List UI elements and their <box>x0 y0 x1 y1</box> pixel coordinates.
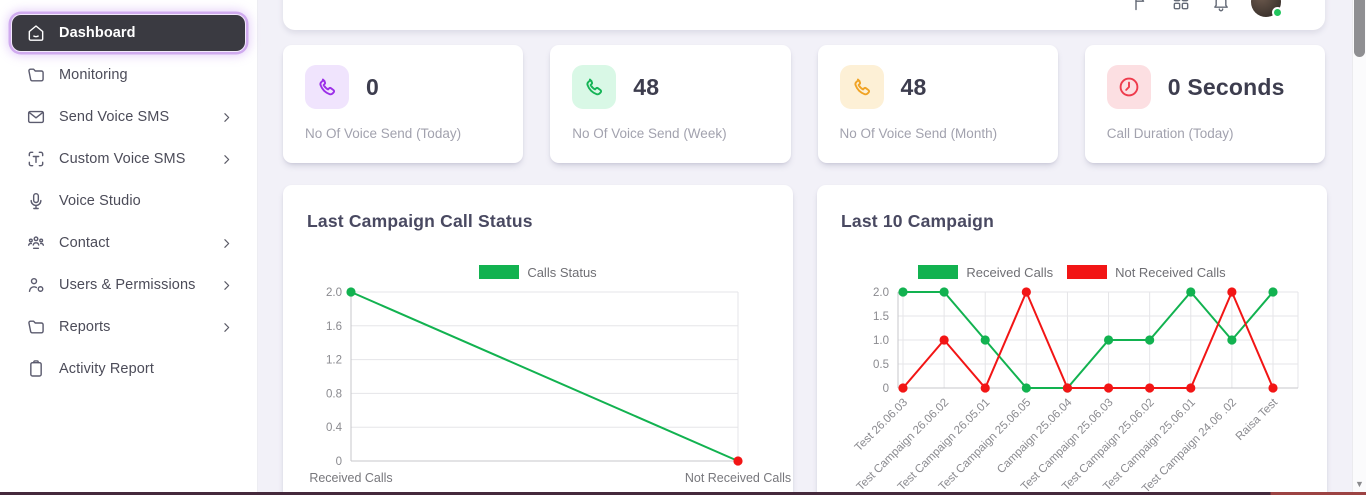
sidebar-item-monitoring[interactable]: Monitoring <box>12 57 245 93</box>
sidebar-item-label: Dashboard <box>59 25 136 41</box>
stat-value: 48 <box>900 73 927 100</box>
scrollbar-thumb[interactable] <box>1354 0 1365 57</box>
svg-text:Not Received Calls: Not Received Calls <box>685 471 791 485</box>
phone-icon <box>572 65 617 109</box>
clipboard-icon <box>26 359 46 379</box>
legend-item[interactable]: Calls Status <box>479 264 597 280</box>
apps-icon[interactable] <box>1171 0 1191 12</box>
svg-text:Raisa Test: Raisa Test <box>1234 396 1281 443</box>
svg-text:Received Calls: Received Calls <box>309 471 392 485</box>
stat-label: No Of Voice Send (Week) <box>572 126 727 141</box>
last-10-campaign-card: Last 10 Campaign Received Calls Not Recei… <box>817 185 1327 500</box>
sidebar-item-label: Activity Report <box>59 361 154 377</box>
svg-text:0.5: 0.5 <box>873 359 889 371</box>
scroll-down-arrow[interactable]: ▼ <box>1355 479 1364 489</box>
bell-icon[interactable] <box>1211 0 1231 12</box>
sidebar-item-custom-voice-sms[interactable]: Custom Voice SMS <box>12 141 245 177</box>
text-select-icon <box>26 149 46 169</box>
svg-text:1.6: 1.6 <box>326 321 342 333</box>
sidebar-item-users-permissions[interactable]: Users & Permissions <box>12 267 245 303</box>
chevron-right-icon <box>220 153 233 166</box>
stat-label: Call Duration (Today) <box>1106 126 1234 141</box>
legend-label: Not Received Calls <box>1115 264 1226 280</box>
legend-swatch <box>479 265 520 279</box>
stat-value: 48 <box>633 73 660 100</box>
svg-text:0: 0 <box>883 383 889 395</box>
svg-text:1.5: 1.5 <box>873 311 889 323</box>
online-status-dot <box>1272 7 1283 18</box>
sidebar-item-label: Contact <box>59 235 110 251</box>
svg-text:2.0: 2.0 <box>873 287 889 299</box>
legend-label: Calls Status <box>527 264 597 280</box>
stat-card: 48 No Of Voice Send (Week) <box>550 45 791 163</box>
calls-status-line-chart: 2.0 1.6 1.2 0.8 0.4 0 Received Calls Not Receiv… <box>309 287 791 485</box>
legend-swatch <box>918 265 959 279</box>
chart-title: Last Campaign Call Status <box>307 211 533 231</box>
microphone-icon <box>26 191 46 211</box>
topbar <box>283 0 1325 30</box>
phone-icon <box>305 65 349 109</box>
footer-accent-line <box>0 492 1366 495</box>
stat-value: 0 Seconds <box>1167 73 1285 100</box>
sidebar-item-contact[interactable]: Contact <box>12 225 245 261</box>
folder-icon <box>26 65 46 85</box>
sidebar-item-voice-studio[interactable]: Voice Studio <box>12 183 245 219</box>
chevron-right-icon <box>220 111 233 124</box>
charts-row: Last Campaign Call Status Calls Status 2… <box>283 185 1327 500</box>
stat-label: No Of Voice Send (Today) <box>305 126 462 141</box>
stat-label: No Of Voice Send (Month) <box>839 126 998 141</box>
vertical-scrollbar[interactable]: ▼ <box>1352 0 1366 492</box>
stat-card: 0 Seconds Call Duration (Today) <box>1084 45 1325 163</box>
chart-legend: Calls Status <box>307 264 769 280</box>
legend-swatch <box>1067 265 1108 279</box>
stat-card: 48 No Of Voice Send (Month) <box>817 45 1058 163</box>
sidebar-item-send-voice-sms[interactable]: Send Voice SMS <box>12 99 245 135</box>
sidebar-item-label: Users & Permissions <box>59 277 196 293</box>
topbar-actions <box>1131 0 1283 18</box>
chevron-right-icon <box>220 279 233 292</box>
legend-item[interactable]: Received Calls <box>918 265 1053 280</box>
svg-text:1.0: 1.0 <box>873 335 889 347</box>
contact-group-icon <box>26 233 46 253</box>
svg-text:0.8: 0.8 <box>326 388 342 400</box>
chart-legend: Received Calls Not Received Calls <box>841 264 1303 280</box>
legend-item[interactable]: Not Received Calls <box>1067 265 1226 280</box>
legend-label: Received Calls <box>966 264 1054 280</box>
svg-text:1.2: 1.2 <box>326 355 342 367</box>
sidebar-item-label: Custom Voice SMS <box>59 151 186 167</box>
chevron-right-icon <box>220 237 233 250</box>
envelope-icon <box>26 107 46 127</box>
sidebar-item-label: Send Voice SMS <box>59 109 170 125</box>
svg-text:0: 0 <box>336 456 342 468</box>
stat-card: 0 No Of Voice Send (Today) <box>283 45 524 163</box>
language-icon[interactable] <box>1131 0 1151 12</box>
user-gear-icon <box>26 275 46 295</box>
sidebar: Dashboard Monitoring Send Voice SMS Custom … <box>0 0 258 492</box>
avatar[interactable] <box>1251 0 1283 18</box>
sidebar-item-reports[interactable]: Reports <box>12 309 245 345</box>
sidebar-item-label: Monitoring <box>59 67 128 83</box>
phone-icon <box>839 65 884 109</box>
sidebar-item-dashboard[interactable]: Dashboard <box>12 15 245 51</box>
svg-text:0.4: 0.4 <box>326 422 343 434</box>
stat-cards-row: 0 No Of Voice Send (Today) 48 No Of Voice S… <box>283 45 1325 163</box>
footer-bar <box>0 492 1366 500</box>
svg-text:Campaign 25.06.04: Campaign 25.06.04 <box>995 396 1075 476</box>
sidebar-item-label: Reports <box>59 319 111 335</box>
svg-text:2.0: 2.0 <box>326 287 342 299</box>
chevron-right-icon <box>220 321 233 334</box>
last-campaign-call-status-card: Last Campaign Call Status Calls Status 2… <box>283 185 793 500</box>
home-icon <box>26 23 46 43</box>
clock-icon <box>1106 65 1151 109</box>
sidebar-item-label: Voice Studio <box>59 193 141 209</box>
stat-value: 0 <box>366 73 379 100</box>
chart-title: Last 10 Campaign <box>841 211 994 231</box>
folder-icon <box>26 317 46 337</box>
sidebar-item-activity-report[interactable]: Activity Report <box>12 351 245 387</box>
